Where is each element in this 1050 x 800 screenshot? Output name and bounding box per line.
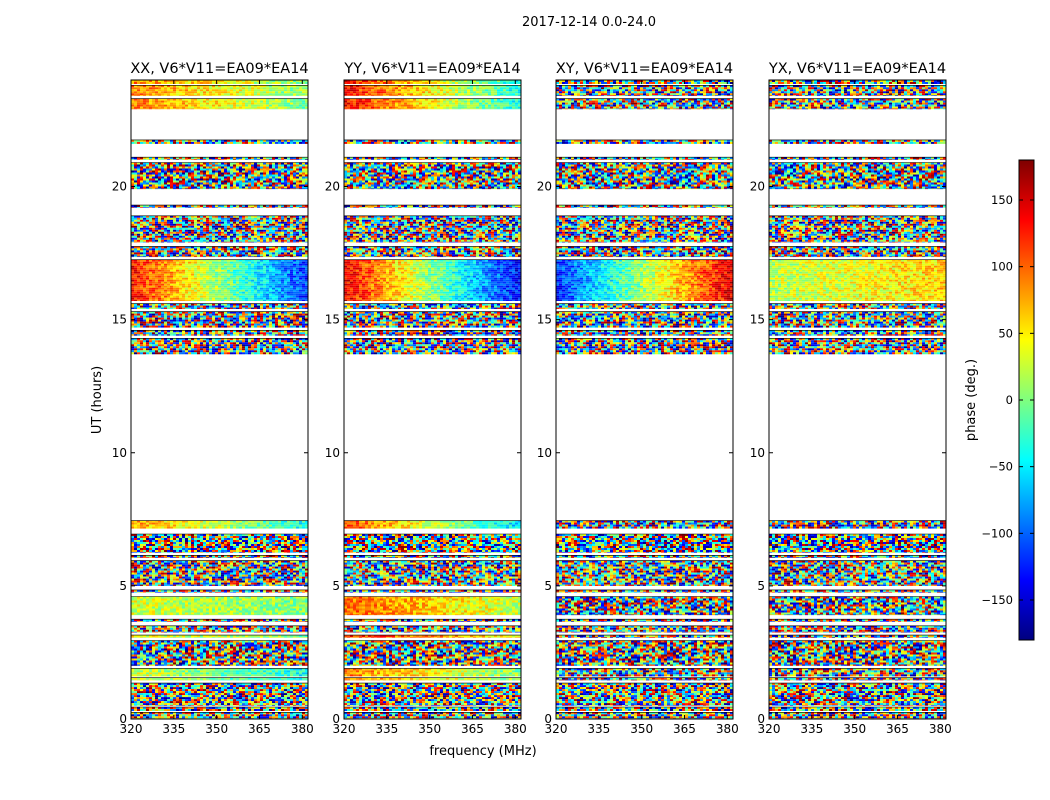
y-tick-label: 15 — [537, 313, 552, 327]
y-tick-label: 20 — [537, 180, 552, 194]
y-tick-label: 15 — [750, 313, 765, 327]
panel-4-phase-image — [769, 80, 946, 719]
y-tick-label: 0 — [332, 712, 340, 726]
x-tick-label: 335 — [800, 722, 823, 736]
colorbar-tick-label: 150 — [991, 193, 1013, 207]
panel-1-phase-image — [131, 80, 308, 719]
x-tick-label: 335 — [162, 722, 185, 736]
y-tick-label: 5 — [119, 579, 127, 593]
panel-2-phase-image — [344, 80, 521, 719]
y-tick-label: 10 — [537, 446, 552, 460]
y-tick-label: 5 — [544, 579, 552, 593]
colorbar: −150 −100 −50 0 50 100 150 phase (deg.) — [964, 160, 1034, 640]
x-tick-label: 350 — [205, 722, 228, 736]
panel-1-title: XX, V6*V11=EA09*EA14 — [130, 61, 308, 77]
colorbar-label: phase (deg.) — [964, 359, 979, 441]
y-tick-label: 5 — [332, 579, 340, 593]
y-tick-label: 20 — [112, 180, 127, 194]
colorbar-tick-label: 0 — [1006, 393, 1013, 407]
colorbar-tick-label: 100 — [991, 260, 1013, 274]
colorbar-tick-label: −50 — [989, 460, 1013, 474]
x-tick-label: 350 — [418, 722, 441, 736]
x-tick-label: 365 — [886, 722, 909, 736]
x-tick-label: 350 — [843, 722, 866, 736]
y-tick-label: 20 — [750, 180, 765, 194]
x-tick-label: 380 — [504, 722, 527, 736]
y-tick-label: 0 — [757, 712, 765, 726]
y-tick-label: 15 — [112, 313, 127, 327]
panel-3-title: XY, V6*V11=EA09*EA14 — [556, 61, 733, 77]
y-tick-label: 0 — [119, 712, 127, 726]
x-tick-label: 380 — [716, 722, 739, 736]
colorbar-tick-label: −150 — [981, 593, 1013, 607]
y-tick-label: 10 — [750, 446, 765, 460]
x-tick-label: 350 — [630, 722, 653, 736]
x-tick-label: 380 — [291, 722, 314, 736]
y-tick-label: 20 — [325, 180, 340, 194]
panel-3-phase-image — [556, 80, 733, 719]
y-axis-label: UT (hours) — [90, 366, 105, 434]
y-tick-label: 10 — [325, 446, 340, 460]
x-axis-label: frequency (MHz) — [429, 744, 536, 759]
y-tick-label: 5 — [757, 579, 765, 593]
y-tick-label: 0 — [544, 712, 552, 726]
colorbar-tick-label: 50 — [998, 326, 1013, 340]
y-tick-label: 10 — [112, 446, 127, 460]
x-tick-label: 365 — [461, 722, 484, 736]
panel-4-title: YX, V6*V11=EA09*EA14 — [768, 61, 946, 77]
x-tick-label: 365 — [673, 722, 696, 736]
phase-waterfall-figure: 2017-12-14 0.0-24.0 XX, V6*V11=EA09*EA14… — [0, 0, 1050, 800]
colorbar-tick-label: −100 — [981, 526, 1013, 540]
x-tick-label: 380 — [929, 722, 952, 736]
x-tick-label: 365 — [248, 722, 271, 736]
y-tick-label: 15 — [325, 313, 340, 327]
figure-suptitle: 2017-12-14 0.0-24.0 — [522, 15, 656, 30]
panel-2-title: YY, V6*V11=EA09*EA14 — [343, 61, 520, 77]
x-tick-label: 335 — [587, 722, 610, 736]
x-tick-label: 335 — [375, 722, 398, 736]
